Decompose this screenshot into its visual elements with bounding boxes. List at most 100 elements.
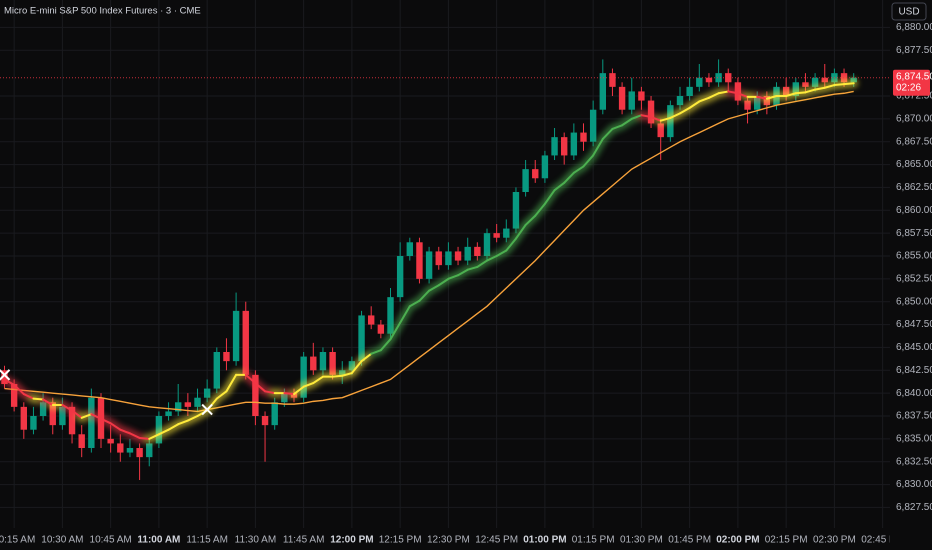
y-tick-label: 6,832.50 [896,456,932,467]
fast-line-segment [630,114,643,120]
candle-body [541,155,549,179]
candle-body [725,73,732,83]
y-tick-label: 6,855.00 [896,251,932,262]
fast-line-segment [582,154,595,168]
fast-line-segment [794,91,807,95]
fast-line-segment [679,106,691,115]
candle-body [512,192,520,229]
candle-body [59,406,66,426]
candle-body [136,448,143,458]
y-tick-label: 6,870.00 [896,113,932,124]
cross-marker [201,403,213,416]
candle-body [715,73,722,83]
candle-body [348,361,356,371]
fast-line-segment [659,116,672,122]
x-tick-label: 12:45 PM [475,535,518,546]
fast-line-segment [22,393,35,400]
candle-body [39,402,47,416]
candle-body [319,352,327,371]
fast-line-segment [727,90,739,95]
fast-line-segment [476,259,488,268]
fast-line-segment [418,289,431,302]
candle-body [561,137,568,156]
fast-line-segment [736,92,749,98]
candle-body [20,406,27,430]
fast-line-segment [804,88,817,94]
fast-line-segment [379,338,392,352]
fast-line-segment [42,398,54,407]
candle-body [821,77,828,83]
y-tick-label: 6,827.50 [896,502,932,513]
candle-body [609,73,616,87]
fast-line-segment [32,397,45,401]
x-tick-label: 11:30 AM [235,535,277,546]
fast-line-segment [370,349,382,355]
slow-line [4,90,854,413]
cross-marker [0,369,11,381]
x-tick-label: 02:00 PM [716,535,759,546]
currency-button[interactable] [891,2,927,21]
fast-line-segment [389,321,402,341]
y-tick-label: 6,852.50 [896,273,932,284]
x-tick-label: 01:00 PM [523,535,566,546]
fast-line-segment [785,92,797,97]
countdown-label: 02:26 [896,82,921,93]
candle-body [406,242,413,256]
candle-body [840,73,848,83]
price-axis: 6,827.50 6,830.00 6,832.50 6,835.00 6,837.50… [890,0,932,550]
candle-body [638,91,645,101]
candle-body [358,315,365,362]
fast-line-segment [350,360,363,375]
fast-line-segment [466,265,479,271]
candle-body [213,352,220,389]
y-tick-label: 6,862.50 [896,182,932,193]
y-tick-label: 6,850.00 [896,296,932,307]
fast-line-segment [765,95,778,100]
fast-line-segment [756,95,768,100]
fast-line-segment [186,415,199,422]
fast-line-segment [100,417,112,425]
fast-line-segment [621,117,633,127]
fast-line-segment [341,372,353,377]
candle-body [425,251,433,279]
fast-line-segment [71,409,83,419]
fast-line-segment [138,436,151,440]
y-tick-label: 6,877.50 [896,45,932,56]
fast-line-segment [3,378,16,386]
plot-area: 10:15 AM 10:30 AM 10:45 AM 11:00 AM 11:15 AM… [0,0,890,546]
x-tick-label: 11:15 AM [186,535,228,546]
fast-line-segment [90,413,102,420]
candle-body [532,169,539,179]
fast-line-segment [283,392,295,396]
candle-body [754,96,761,110]
y-tick-label: 6,835.00 [896,433,932,444]
candle-body [811,77,819,87]
fast-line-segment [524,214,537,226]
candle-body [232,310,240,362]
fast-line-segment [572,165,585,174]
fast-line-segment [244,373,257,385]
fast-line-segment [563,171,575,184]
candle-body [126,448,134,453]
fast-line-segment [61,404,74,412]
currency-label: USD [898,7,919,18]
candle-body [175,402,182,412]
candle-body [628,91,635,110]
candle-body [744,100,751,110]
x-tick-label: 12:30 PM [427,535,470,546]
candle-body [261,416,269,426]
fast-line-segment [601,127,614,140]
candle-body [657,123,664,138]
candle-body [242,310,249,375]
fast-line-segment [225,373,238,393]
y-tick-label: 6,837.50 [896,411,932,422]
candle-body [78,434,85,448]
fast-line-segment [312,375,324,385]
candle-body [503,228,510,238]
candle-body [88,397,95,448]
fast-line-segment [428,284,440,292]
fast-line-segment [611,124,624,130]
fast-line-segment [650,116,662,122]
candle-body [454,251,462,261]
candle-body [483,233,491,256]
